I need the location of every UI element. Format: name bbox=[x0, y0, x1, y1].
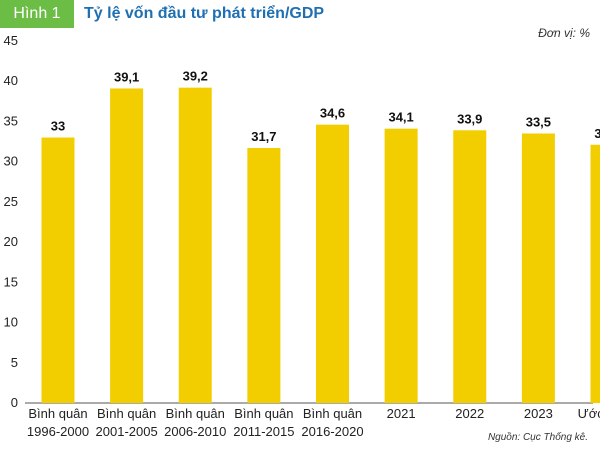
x-category-label: 2021 bbox=[387, 406, 416, 421]
bar bbox=[247, 147, 281, 403]
y-tick-label: 15 bbox=[4, 274, 18, 289]
x-category-label: Bình quân bbox=[97, 406, 156, 421]
x-category-label: 1996-2000 bbox=[27, 424, 89, 439]
x-category-label: 2022 bbox=[455, 406, 484, 421]
x-category-label: Bình quân bbox=[166, 406, 225, 421]
data-label: 33 bbox=[51, 119, 65, 134]
x-category-label: Bình quân bbox=[303, 406, 362, 421]
bar bbox=[590, 144, 600, 404]
x-category-label: 2001-2005 bbox=[96, 424, 158, 439]
x-category-label: 2023 bbox=[524, 406, 553, 421]
bar bbox=[521, 133, 555, 403]
bar bbox=[316, 124, 349, 403]
chart-title: Tỷ lệ vốn đầu tư phát triển/GDP bbox=[84, 5, 325, 22]
data-label: 32,1 bbox=[594, 126, 600, 141]
y-tick-label: 30 bbox=[4, 154, 18, 169]
x-category-label: Ước 2024 bbox=[578, 406, 600, 421]
x-category-label: 2016-2020 bbox=[301, 424, 363, 439]
y-tick-label: 40 bbox=[4, 73, 18, 88]
x-category-label: Bình quân bbox=[28, 406, 87, 421]
x-category-label: 2011-2015 bbox=[233, 424, 294, 439]
bar bbox=[453, 130, 487, 403]
bar bbox=[178, 87, 212, 403]
unit-label: Đơn vị: % bbox=[538, 26, 590, 40]
bar bbox=[384, 128, 418, 403]
y-tick-label: 25 bbox=[4, 194, 18, 209]
source-note: Nguồn: Cục Thống kê. bbox=[487, 432, 588, 443]
x-category-label: 2006-2010 bbox=[164, 424, 226, 439]
data-label: 33,5 bbox=[526, 115, 551, 130]
data-label: 39,2 bbox=[183, 69, 208, 84]
bar bbox=[41, 137, 75, 404]
y-tick-label: 0 bbox=[11, 395, 18, 410]
y-tick-label: 5 bbox=[11, 355, 18, 370]
y-tick-label: 35 bbox=[4, 113, 18, 128]
bar bbox=[110, 88, 144, 403]
data-label: 31,7 bbox=[251, 129, 276, 144]
data-label: 34,6 bbox=[320, 106, 345, 121]
data-label: 34,1 bbox=[388, 110, 413, 125]
figure-label-badge: Hình 1 bbox=[0, 0, 74, 28]
x-category-label: Bình quân bbox=[234, 406, 293, 421]
y-tick-label: 10 bbox=[4, 315, 18, 330]
data-label: 39,1 bbox=[114, 69, 139, 84]
y-tick-label: 20 bbox=[4, 234, 18, 249]
y-tick-label: 45 bbox=[4, 33, 18, 48]
data-label: 33,9 bbox=[457, 111, 482, 126]
